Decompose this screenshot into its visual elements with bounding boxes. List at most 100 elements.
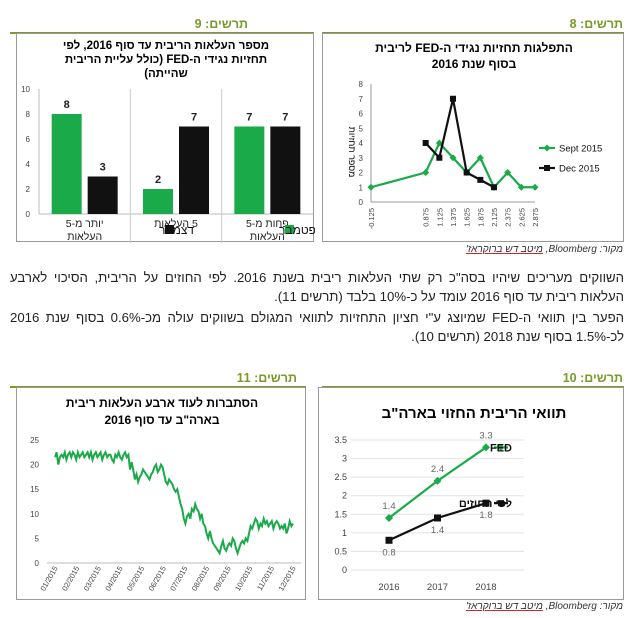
series-label: לפי החוזים bbox=[459, 497, 512, 510]
x-tick-label: 02/2015 bbox=[60, 565, 81, 593]
source-prefix: מקור: Bloomberg, bbox=[542, 244, 623, 255]
y-axis-label: מספר תחזיות bbox=[347, 127, 357, 178]
legend-swatch bbox=[165, 225, 174, 234]
y-tick-label: 1 bbox=[342, 528, 347, 538]
y-tick-label: 20 bbox=[30, 461, 39, 470]
figure-8-panel: התפלגות תחזיות נגידי ה-FED לריבית בסוף ש… bbox=[322, 33, 624, 242]
chart-title: הסתברות לעוד ארבע העלאות ריבית bbox=[66, 396, 258, 410]
bar bbox=[179, 126, 209, 214]
x-tick-label: פחות מ-5 bbox=[246, 218, 289, 230]
x-tick-label: 10/2015 bbox=[233, 565, 254, 593]
x-tick-label: 11/2015 bbox=[255, 565, 276, 593]
x-tick-label: -0.125 bbox=[367, 208, 376, 229]
data-point bbox=[482, 443, 490, 452]
y-tick-label: 0 bbox=[35, 559, 40, 568]
data-point bbox=[385, 536, 393, 544]
series-line bbox=[370, 141, 535, 190]
figure-label: תרשים: 10 bbox=[562, 371, 623, 385]
y-tick-label: 5 bbox=[35, 534, 40, 543]
x-tick-label: 2.375 bbox=[504, 208, 513, 227]
data-point bbox=[482, 499, 490, 507]
data-label: 3.3 bbox=[479, 430, 492, 441]
x-tick-label: 07/2015 bbox=[168, 565, 189, 593]
divider bbox=[322, 32, 624, 34]
data-point bbox=[544, 165, 550, 171]
x-tick-label: 2.875 bbox=[531, 208, 540, 227]
fig11-chart: הסתברות לעוד ארבע העלאות ריבית בארה"ב עד… bbox=[30, 396, 301, 593]
source-note: מקור: Bloomberg, מיטב דש ברוקראז' bbox=[466, 244, 623, 255]
y-tick-label: 8 bbox=[26, 110, 31, 119]
y-tick-label: 10 bbox=[21, 85, 30, 94]
chart-title: תחזיות נגידי ה-FED (כולל עליית הריבית bbox=[65, 53, 267, 66]
x-tick-label: 2.125 bbox=[490, 208, 499, 227]
x-tick-label: העלאות bbox=[67, 231, 102, 243]
bar bbox=[270, 126, 301, 214]
data-label: 2.4 bbox=[431, 464, 444, 475]
legend-label: Sept 2015 bbox=[559, 144, 602, 155]
y-tick-label: 25 bbox=[30, 436, 39, 445]
chart-title: תוואי הריבית החזוי בארה"ב bbox=[382, 405, 567, 422]
x-tick-label: 04/2015 bbox=[103, 565, 124, 593]
x-tick-label: 03/2015 bbox=[82, 565, 103, 593]
data-point bbox=[504, 169, 512, 176]
x-tick-label: העלאות bbox=[250, 231, 285, 243]
fig10-chart: תוואי הריבית החזוי בארה"ב 0 0.5 1 1.5 2 2.5 3 3… bbox=[334, 405, 567, 593]
legend-label: דצמבר bbox=[159, 223, 194, 237]
bar bbox=[234, 126, 265, 214]
y-tick-label: 0 bbox=[342, 565, 347, 575]
divider bbox=[10, 32, 314, 34]
data-point bbox=[449, 154, 457, 162]
y-tick-label: 2 bbox=[342, 491, 347, 501]
x-tick-label: 2016 bbox=[378, 582, 399, 593]
series-label: FED bbox=[490, 442, 512, 454]
figure-label: תרשים: 11 bbox=[236, 371, 297, 385]
legend-swatch bbox=[285, 225, 294, 234]
y-tick-label: 6 bbox=[26, 135, 31, 144]
chart-title: התפלגות תחזיות נגידי ה-FED לריבית bbox=[375, 41, 573, 55]
fig9-chart: מספר העלאות הריבית עד סוף 2016, לפי תחזי… bbox=[21, 39, 315, 243]
data-label: 7 bbox=[191, 112, 197, 124]
data-point bbox=[436, 154, 443, 161]
y-tick-label: 3 bbox=[359, 154, 364, 163]
divider bbox=[10, 386, 306, 388]
data-point bbox=[531, 183, 539, 191]
x-tick-label: 1.625 bbox=[463, 208, 472, 227]
series-line bbox=[54, 448, 294, 557]
y-tick-label: 0 bbox=[26, 210, 31, 219]
legend-label: Dec 2015 bbox=[559, 164, 600, 175]
y-tick-label: 2 bbox=[359, 169, 364, 178]
y-tick-label: 10 bbox=[30, 510, 39, 519]
x-tick-label: 1.125 bbox=[435, 208, 444, 227]
x-tick-label: 0.875 bbox=[422, 208, 431, 227]
chart-title: בארה"ב עד סוף 2016 bbox=[104, 413, 219, 427]
data-point bbox=[517, 183, 525, 191]
y-tick-label: 4 bbox=[359, 139, 364, 148]
data-label: 1.8 bbox=[479, 510, 492, 521]
divider bbox=[322, 386, 624, 388]
fig8-chart: התפלגות תחזיות נגידי ה-FED לריבית בסוף ש… bbox=[347, 41, 602, 229]
y-tick-label: 8 bbox=[359, 80, 364, 89]
chart-title: מספר העלאות הריבית עד סוף 2016, לפי bbox=[63, 39, 269, 52]
data-point bbox=[491, 184, 497, 191]
y-tick-label: 1.5 bbox=[334, 509, 347, 519]
figure-label: תרשים: 8 bbox=[569, 17, 623, 31]
data-label: 2 bbox=[155, 174, 161, 186]
data-point bbox=[543, 144, 551, 152]
figure-9-panel: מספר העלאות הריבית עד סוף 2016, לפי תחזי… bbox=[16, 33, 315, 243]
paragraph: הפער בין תוואי ה-FED שמיוצג ע"י חציון הת… bbox=[10, 310, 624, 344]
y-tick-label: 3 bbox=[342, 454, 347, 464]
bar bbox=[51, 114, 82, 214]
source-note: מקור: Bloomberg, מיטב דש ברוקראז' bbox=[466, 601, 623, 612]
data-point bbox=[450, 95, 456, 102]
figure-10-panel: תוואי הריבית החזוי בארה"ב 0 0.5 1 1.5 2 2.5 3 3… bbox=[318, 387, 624, 600]
x-tick-label: 01/2015 bbox=[38, 565, 59, 593]
y-tick-label: 1 bbox=[359, 183, 364, 192]
x-tick-label: 1.375 bbox=[449, 208, 458, 227]
data-point bbox=[434, 514, 441, 522]
data-label: 3 bbox=[100, 162, 106, 174]
data-point bbox=[476, 154, 484, 162]
y-tick-label: 3.5 bbox=[334, 435, 347, 445]
y-tick-label: 0 bbox=[359, 198, 364, 207]
data-point bbox=[422, 169, 430, 176]
data-label: 8 bbox=[64, 99, 70, 111]
